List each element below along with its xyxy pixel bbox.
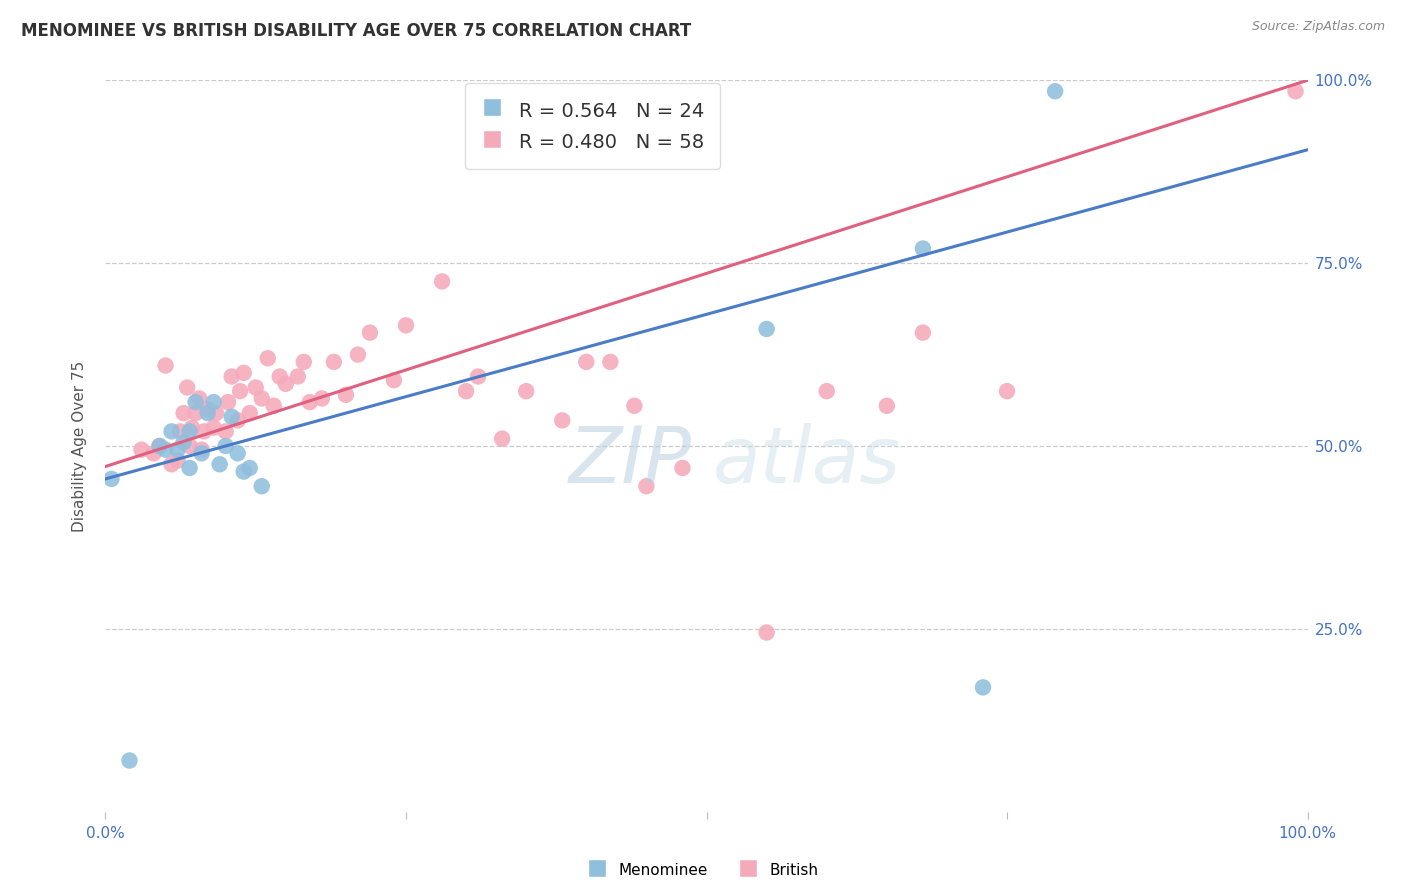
- Point: [287, 369, 309, 384]
- Point: [263, 399, 285, 413]
- Point: [599, 355, 621, 369]
- Point: [256, 351, 278, 366]
- Point: [208, 458, 231, 472]
- Point: [221, 369, 243, 384]
- Point: [972, 681, 994, 695]
- Point: [166, 453, 188, 467]
- Point: [382, 373, 405, 387]
- Point: [166, 442, 188, 457]
- Point: [190, 442, 212, 457]
- Point: [636, 479, 658, 493]
- Point: [184, 395, 207, 409]
- Point: [671, 461, 693, 475]
- Point: [911, 242, 934, 256]
- Point: [193, 425, 215, 439]
- Point: [148, 439, 170, 453]
- Point: [292, 355, 315, 369]
- Point: [250, 392, 273, 406]
- Text: MENOMINEE VS BRITISH DISABILITY AGE OVER 75 CORRELATION CHART: MENOMINEE VS BRITISH DISABILITY AGE OVER…: [21, 22, 692, 40]
- Point: [197, 406, 219, 420]
- Point: [202, 421, 225, 435]
- Point: [217, 395, 239, 409]
- Point: [232, 465, 254, 479]
- Point: [155, 442, 177, 457]
- Point: [239, 406, 262, 420]
- Point: [181, 421, 204, 435]
- Point: [232, 366, 254, 380]
- Point: [430, 275, 453, 289]
- Point: [239, 461, 262, 475]
- Point: [214, 425, 236, 439]
- Point: [173, 406, 195, 420]
- Point: [250, 479, 273, 493]
- Point: [755, 625, 778, 640]
- Point: [491, 432, 513, 446]
- Point: [179, 425, 201, 439]
- Point: [269, 369, 291, 384]
- Point: [467, 369, 489, 384]
- Point: [623, 399, 645, 413]
- Point: [335, 388, 357, 402]
- Point: [226, 446, 249, 460]
- Point: [995, 384, 1018, 399]
- Point: [347, 348, 370, 362]
- Point: [176, 380, 198, 394]
- Point: [160, 425, 183, 439]
- Point: [245, 380, 267, 394]
- Point: [1043, 84, 1066, 98]
- Point: [274, 376, 297, 391]
- Point: [169, 425, 191, 439]
- Point: [311, 392, 333, 406]
- Point: [179, 439, 201, 453]
- Point: [190, 446, 212, 460]
- Point: [142, 446, 165, 460]
- Y-axis label: Disability Age Over 75: Disability Age Over 75: [72, 360, 87, 532]
- Point: [221, 409, 243, 424]
- Text: atlas: atlas: [713, 423, 900, 499]
- Point: [100, 472, 122, 486]
- Point: [454, 384, 477, 399]
- Point: [551, 413, 574, 427]
- Point: [118, 754, 141, 768]
- Point: [179, 461, 201, 475]
- Point: [226, 413, 249, 427]
- Point: [184, 406, 207, 420]
- Point: [298, 395, 321, 409]
- Text: Source: ZipAtlas.com: Source: ZipAtlas.com: [1251, 20, 1385, 33]
- Point: [395, 318, 418, 333]
- Point: [359, 326, 381, 340]
- Point: [755, 322, 778, 336]
- Point: [160, 458, 183, 472]
- Point: [131, 442, 153, 457]
- Point: [515, 384, 537, 399]
- Point: [214, 439, 236, 453]
- Point: [148, 439, 170, 453]
- Legend: Menominee, British: Menominee, British: [582, 855, 824, 884]
- Point: [197, 402, 219, 417]
- Point: [173, 435, 195, 450]
- Point: [876, 399, 898, 413]
- Legend: R = 0.564   N = 24, R = 0.480   N = 58: R = 0.564 N = 24, R = 0.480 N = 58: [465, 83, 720, 169]
- Point: [229, 384, 252, 399]
- Point: [155, 359, 177, 373]
- Text: ZIP: ZIP: [568, 423, 692, 499]
- Point: [575, 355, 598, 369]
- Point: [322, 355, 344, 369]
- Point: [1284, 84, 1306, 98]
- Point: [815, 384, 838, 399]
- Point: [188, 392, 211, 406]
- Point: [911, 326, 934, 340]
- Point: [202, 395, 225, 409]
- Point: [205, 406, 228, 420]
